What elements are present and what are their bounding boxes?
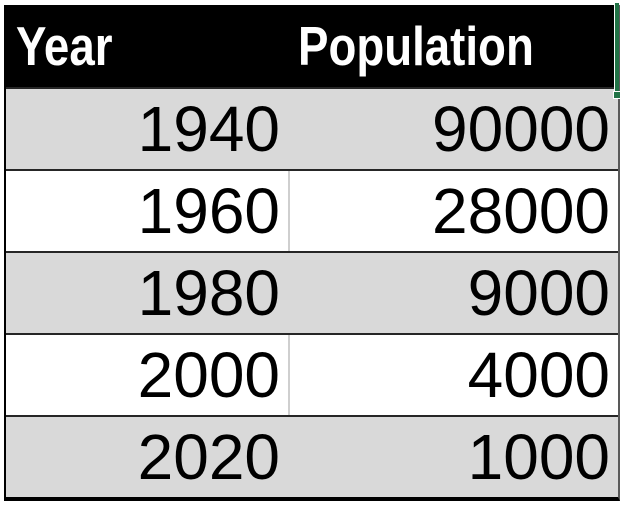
year-value: 2020 bbox=[137, 421, 280, 493]
fill-handle-icon[interactable] bbox=[613, 91, 621, 99]
year-value: 1980 bbox=[137, 257, 280, 329]
year-value: 1960 bbox=[137, 175, 280, 247]
population-value: 1000 bbox=[467, 421, 610, 493]
selection-border bbox=[614, 3, 619, 95]
population-value: 4000 bbox=[467, 339, 610, 411]
population-value: 28000 bbox=[432, 175, 610, 247]
header-cell-year[interactable]: Year bbox=[6, 5, 288, 87]
table-row: 1960 28000 bbox=[6, 169, 618, 251]
population-column-label: Population bbox=[298, 15, 534, 77]
table-header-row: Year Population bbox=[6, 5, 618, 87]
population-value: 9000 bbox=[467, 257, 610, 329]
table-row: 1980 9000 bbox=[6, 251, 618, 333]
population-cell[interactable]: 4000 bbox=[288, 335, 618, 415]
header-cell-population[interactable]: Population bbox=[288, 5, 618, 87]
year-cell[interactable]: 2020 bbox=[6, 417, 288, 497]
year-cell[interactable]: 1940 bbox=[6, 89, 288, 169]
population-value: 90000 bbox=[432, 93, 610, 165]
year-cell[interactable]: 1980 bbox=[6, 253, 288, 333]
year-cell[interactable]: 1960 bbox=[6, 171, 288, 251]
population-cell[interactable]: 28000 bbox=[288, 171, 618, 251]
population-cell[interactable]: 1000 bbox=[288, 417, 618, 497]
population-table: Year Population 1940 90000 1960 28000 19… bbox=[4, 3, 621, 501]
year-value: 1940 bbox=[137, 93, 280, 165]
table-row: 2000 4000 bbox=[6, 333, 618, 415]
table-body: 1940 90000 1960 28000 1980 9000 2000 400… bbox=[6, 87, 618, 497]
table-row: 2020 1000 bbox=[6, 415, 618, 497]
year-column-label: Year bbox=[16, 15, 113, 77]
year-cell[interactable]: 2000 bbox=[6, 335, 288, 415]
population-cell[interactable]: 9000 bbox=[288, 253, 618, 333]
table-row: 1940 90000 bbox=[6, 87, 618, 169]
population-cell[interactable]: 90000 bbox=[288, 89, 618, 169]
year-value: 2000 bbox=[137, 339, 280, 411]
